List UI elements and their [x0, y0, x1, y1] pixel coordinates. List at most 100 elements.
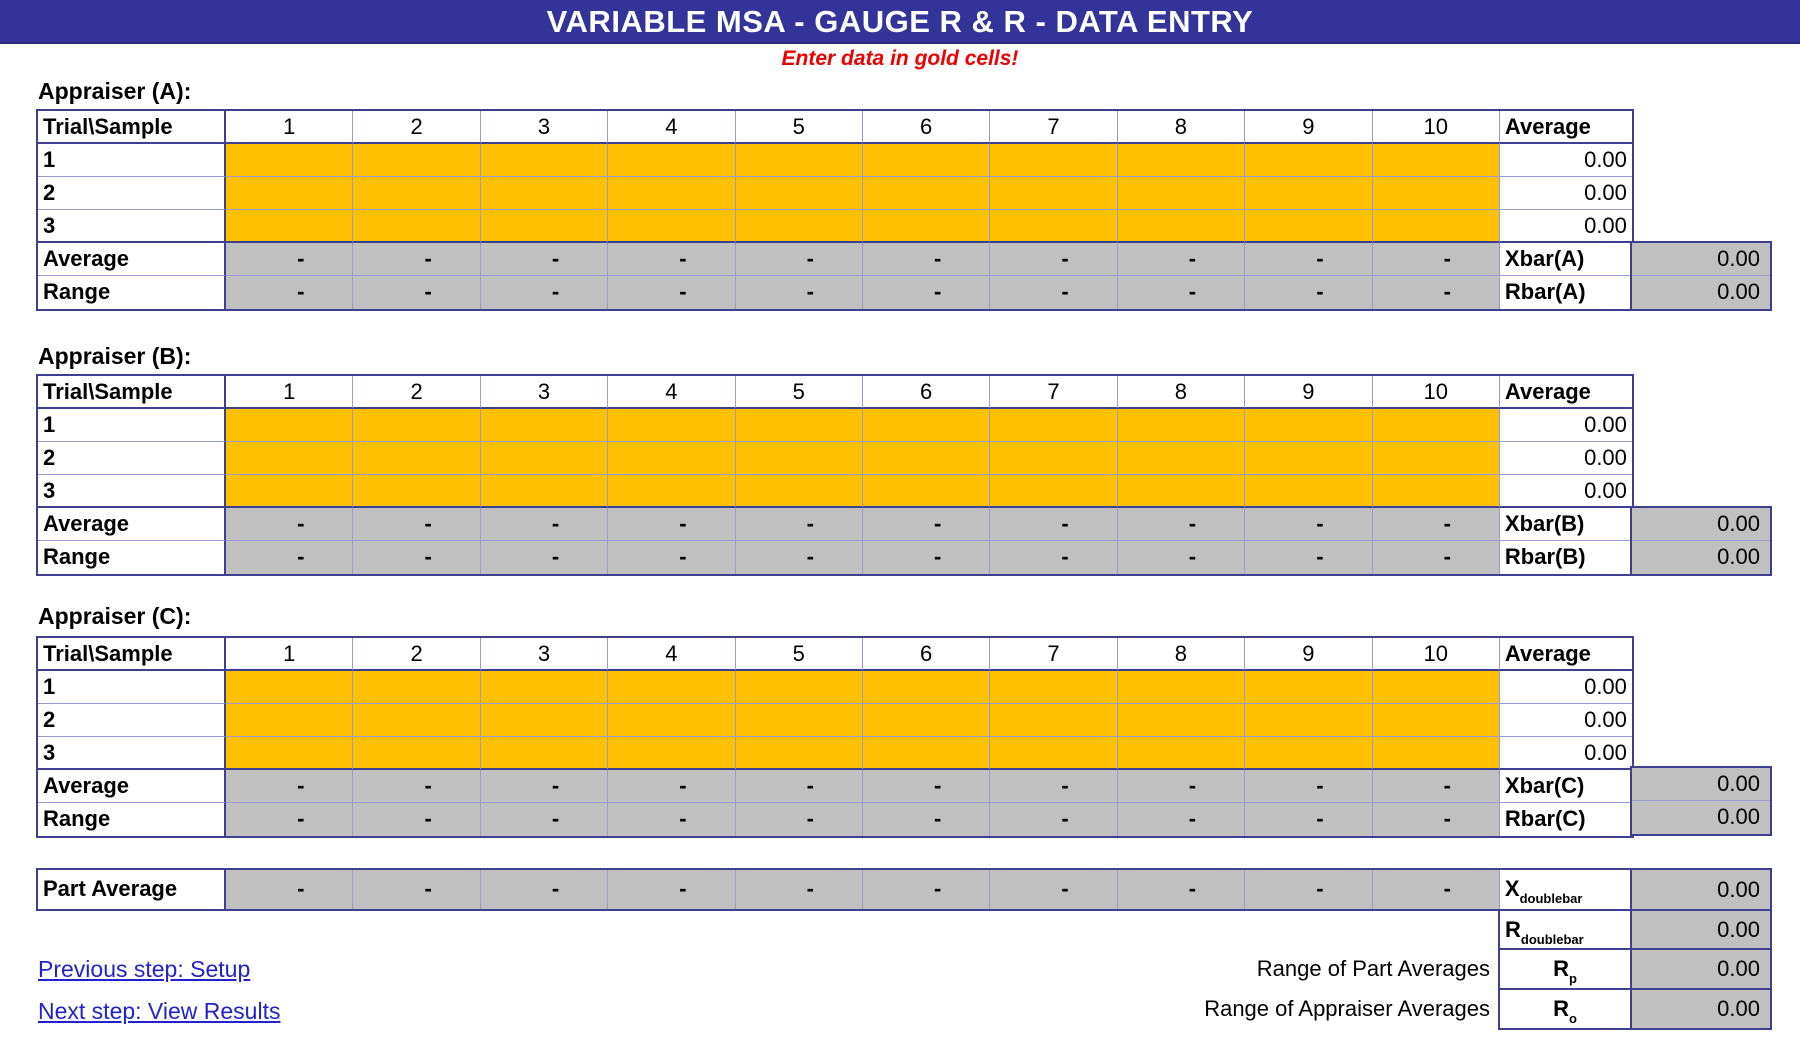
- entry-cell-c-t3-s7[interactable]: [990, 737, 1118, 770]
- entry-cell-b-t1-s2[interactable]: [353, 409, 481, 442]
- entry-cell-c-t3-s5[interactable]: [735, 737, 863, 770]
- entry-cell-c-t2-s9[interactable]: [1245, 704, 1373, 737]
- entry-cell-a-t2-s1[interactable]: [226, 177, 354, 210]
- entry-cell-a-t1-s2[interactable]: [353, 144, 481, 177]
- entry-cell-a-t2-s4[interactable]: [608, 177, 736, 210]
- entry-cell-c-t2-s5[interactable]: [735, 704, 863, 737]
- entry-cell-b-t3-s9[interactable]: [1245, 475, 1373, 508]
- entry-cell-b-t1-s9[interactable]: [1245, 409, 1373, 442]
- entry-cell-b-t1-s7[interactable]: [990, 409, 1118, 442]
- entry-cell-c-t3-s2[interactable]: [353, 737, 481, 770]
- entry-cell-b-t2-s3[interactable]: [480, 442, 609, 475]
- sample-range-a-10: -: [1372, 276, 1500, 309]
- entry-cell-b-t3-s4[interactable]: [608, 475, 736, 508]
- entry-cell-a-t3-s6[interactable]: [862, 210, 991, 243]
- entry-cell-b-t2-s10[interactable]: [1372, 442, 1500, 475]
- entry-cell-c-t1-s8[interactable]: [1117, 671, 1246, 704]
- entry-cell-c-t3-s9[interactable]: [1245, 737, 1373, 770]
- entry-cell-a-t3-s8[interactable]: [1117, 210, 1246, 243]
- entry-cell-b-t3-s10[interactable]: [1372, 475, 1500, 508]
- entry-cell-a-t2-s8[interactable]: [1117, 177, 1246, 210]
- entry-cell-b-t1-s6[interactable]: [862, 409, 991, 442]
- entry-cell-b-t3-s7[interactable]: [990, 475, 1118, 508]
- entry-cell-b-t1-s3[interactable]: [480, 409, 609, 442]
- entry-cell-c-t3-s6[interactable]: [862, 737, 991, 770]
- entry-cell-c-t1-s1[interactable]: [226, 671, 354, 704]
- entry-cell-b-t1-s8[interactable]: [1117, 409, 1246, 442]
- entry-cell-b-t2-s4[interactable]: [608, 442, 736, 475]
- entry-cell-c-t2-s4[interactable]: [608, 704, 736, 737]
- entry-cell-c-t2-s10[interactable]: [1372, 704, 1500, 737]
- entry-cell-c-t1-s9[interactable]: [1245, 671, 1373, 704]
- entry-cell-c-t2-s7[interactable]: [990, 704, 1118, 737]
- entry-cell-c-t1-s4[interactable]: [608, 671, 736, 704]
- entry-cell-c-t2-s2[interactable]: [353, 704, 481, 737]
- entry-cell-b-t1-s1[interactable]: [226, 409, 354, 442]
- entry-cell-a-t1-s3[interactable]: [480, 144, 609, 177]
- entry-cell-c-t2-s3[interactable]: [480, 704, 609, 737]
- entry-cell-a-t3-s7[interactable]: [990, 210, 1118, 243]
- entry-cell-b-t2-s9[interactable]: [1245, 442, 1373, 475]
- entry-cell-b-t1-s5[interactable]: [735, 409, 863, 442]
- entry-cell-b-t3-s5[interactable]: [735, 475, 863, 508]
- entry-cell-a-t1-s9[interactable]: [1245, 144, 1373, 177]
- entry-cell-a-t2-s9[interactable]: [1245, 177, 1373, 210]
- entry-cell-a-t2-s2[interactable]: [353, 177, 481, 210]
- entry-cell-b-t2-s1[interactable]: [226, 442, 354, 475]
- entry-cell-a-t2-s3[interactable]: [480, 177, 609, 210]
- entry-cell-a-t1-s1[interactable]: [226, 144, 354, 177]
- entry-cell-c-t1-s7[interactable]: [990, 671, 1118, 704]
- entry-cell-c-t3-s4[interactable]: [608, 737, 736, 770]
- entry-cell-a-t1-s8[interactable]: [1117, 144, 1246, 177]
- entry-cell-b-t2-s2[interactable]: [353, 442, 481, 475]
- entry-cell-b-t3-s3[interactable]: [480, 475, 609, 508]
- entry-cell-c-t3-s10[interactable]: [1372, 737, 1500, 770]
- sample-range-b-10: -: [1372, 541, 1500, 574]
- entry-cell-c-t1-s5[interactable]: [735, 671, 863, 704]
- entry-cell-b-t2-s5[interactable]: [735, 442, 863, 475]
- entry-cell-c-t1-s3[interactable]: [480, 671, 609, 704]
- entry-cell-a-t3-s4[interactable]: [608, 210, 736, 243]
- entry-cell-a-t1-s6[interactable]: [862, 144, 991, 177]
- entry-cell-a-t2-s6[interactable]: [862, 177, 991, 210]
- entry-cell-a-t1-s10[interactable]: [1372, 144, 1500, 177]
- entry-cell-c-t3-s1[interactable]: [226, 737, 354, 770]
- xdoublebar-base: X: [1504, 876, 1520, 901]
- entry-cell-c-t2-s8[interactable]: [1117, 704, 1246, 737]
- entry-cell-c-t3-s3[interactable]: [480, 737, 609, 770]
- entry-cell-b-t2-s7[interactable]: [990, 442, 1118, 475]
- ro-base: R: [1553, 996, 1569, 1021]
- entry-cell-a-t2-s10[interactable]: [1372, 177, 1500, 210]
- xbar-label-b: Xbar(B): [1499, 508, 1632, 541]
- entry-cell-b-t1-s4[interactable]: [608, 409, 736, 442]
- entry-cell-c-t1-s2[interactable]: [353, 671, 481, 704]
- entry-cell-b-t2-s8[interactable]: [1117, 442, 1246, 475]
- entry-cell-a-t3-s5[interactable]: [735, 210, 863, 243]
- next-step-link[interactable]: Next step: View Results: [38, 998, 281, 1024]
- appraiser-c-table: Trial\Sample 1 2 3 4 5 6 7 8 9 10 Average 1 0.00 2 0.00…: [36, 636, 1634, 838]
- entry-cell-c-t1-s10[interactable]: [1372, 671, 1500, 704]
- entry-cell-b-t3-s8[interactable]: [1117, 475, 1246, 508]
- entry-cell-a-t2-s5[interactable]: [735, 177, 863, 210]
- entry-cell-c-t2-s6[interactable]: [862, 704, 991, 737]
- entry-cell-b-t1-s10[interactable]: [1372, 409, 1500, 442]
- sample-average-a-9: -: [1245, 243, 1373, 276]
- entry-cell-b-t3-s2[interactable]: [353, 475, 481, 508]
- entry-cell-a-t3-s3[interactable]: [480, 210, 609, 243]
- entry-cell-a-t1-s4[interactable]: [608, 144, 736, 177]
- sample-header-a-4: 4: [608, 111, 736, 144]
- entry-cell-b-t2-s6[interactable]: [862, 442, 991, 475]
- entry-cell-a-t3-s10[interactable]: [1372, 210, 1500, 243]
- entry-cell-a-t3-s9[interactable]: [1245, 210, 1373, 243]
- previous-step-link[interactable]: Previous step: Setup: [38, 956, 251, 982]
- entry-cell-a-t3-s1[interactable]: [226, 210, 354, 243]
- entry-cell-a-t1-s5[interactable]: [735, 144, 863, 177]
- entry-cell-a-t3-s2[interactable]: [353, 210, 481, 243]
- entry-cell-a-t1-s7[interactable]: [990, 144, 1118, 177]
- entry-cell-c-t2-s1[interactable]: [226, 704, 354, 737]
- entry-cell-c-t3-s8[interactable]: [1117, 737, 1246, 770]
- entry-cell-a-t2-s7[interactable]: [990, 177, 1118, 210]
- entry-cell-b-t3-s1[interactable]: [226, 475, 354, 508]
- entry-cell-b-t3-s6[interactable]: [862, 475, 991, 508]
- entry-cell-c-t1-s6[interactable]: [862, 671, 991, 704]
